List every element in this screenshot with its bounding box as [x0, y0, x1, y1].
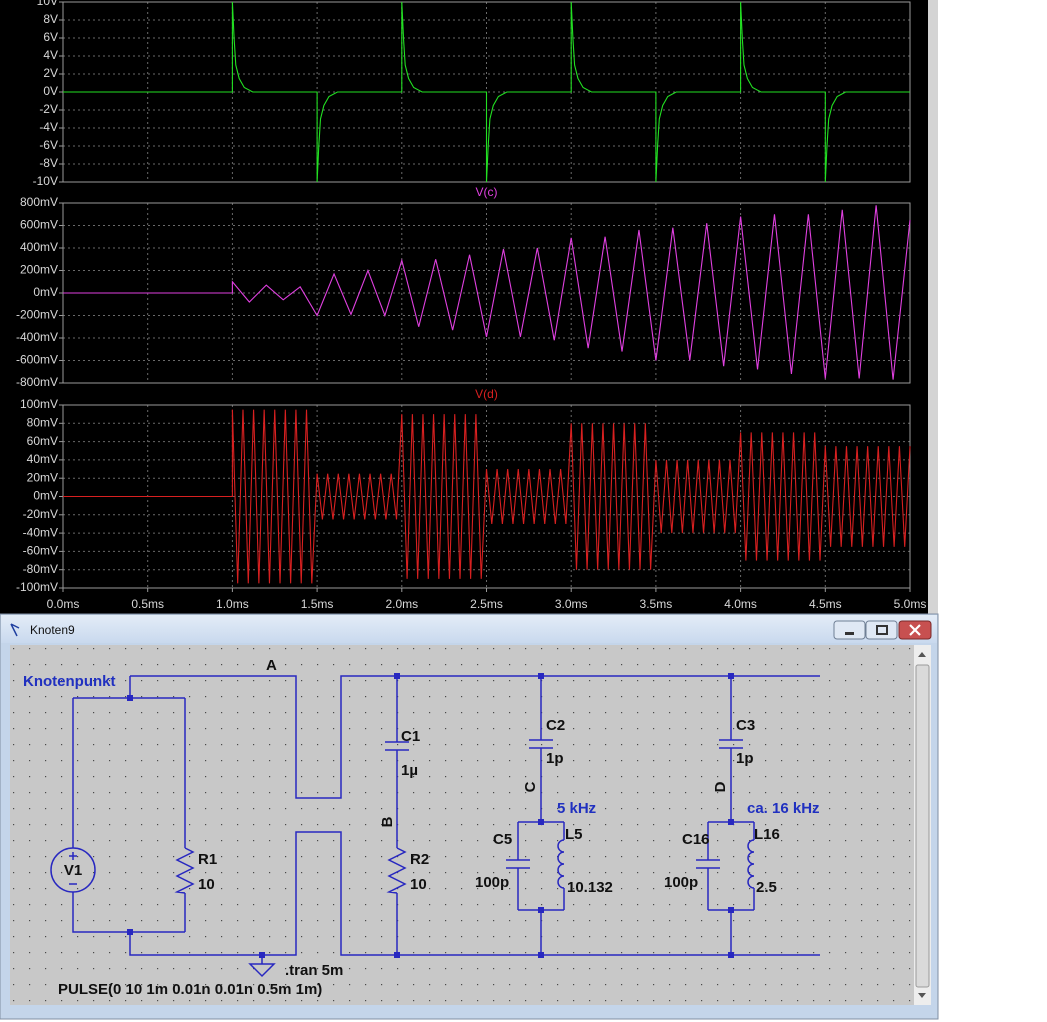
y-tick-label: -10V	[33, 174, 58, 188]
y-tick-label: 400mV	[20, 240, 58, 254]
y-tick-label: 600mV	[20, 218, 58, 232]
x-tick-label: 1.0ms	[216, 597, 249, 611]
viewer-border	[928, 0, 938, 614]
y-tick-label: -40mV	[23, 525, 58, 539]
symbols	[50, 739, 755, 978]
x-tick-label: 3.5ms	[640, 597, 673, 611]
window-icon	[10, 623, 20, 637]
y-tick-label: 4V	[43, 48, 58, 62]
y-tick-label: -60mV	[23, 544, 58, 558]
waveform	[63, 1, 910, 183]
window-title: Knoten9	[30, 623, 75, 637]
component-name: V1	[64, 862, 82, 879]
minimize-button[interactable]	[833, 620, 866, 640]
comment: 5 kHz	[557, 800, 596, 817]
x-tick-label: 1.5ms	[301, 597, 334, 611]
component-value: PULSE(0 10 1m 0.01n 0.01n 0.5m 1m)	[58, 981, 322, 998]
x-tick-label: 5.0ms	[894, 597, 927, 611]
y-tick-label: 40mV	[27, 452, 58, 466]
scrollbar-thumb[interactable]	[915, 664, 930, 988]
component-value: 10.132	[567, 879, 613, 896]
close-icon	[909, 624, 921, 636]
component-name: C2	[546, 717, 565, 734]
y-tick-label: 80mV	[27, 415, 58, 429]
comment: ca. 16 kHz	[747, 800, 820, 817]
title-bar	[1, 615, 937, 643]
y-tick-label: -20mV	[23, 507, 58, 521]
component-name: C3	[736, 717, 755, 734]
component-name: R2	[410, 851, 429, 868]
wires	[72, 675, 820, 964]
maximize-icon	[876, 625, 888, 635]
spice-directive: .tran 5m	[285, 962, 343, 979]
component-name: R1	[198, 851, 217, 868]
component-value: 100p	[475, 874, 509, 891]
x-tick-label: 3.0ms	[555, 597, 588, 611]
y-tick-label: -800mV	[16, 375, 58, 389]
y-tick-label: 60mV	[27, 434, 58, 448]
x-tick-label: 2.0ms	[385, 597, 418, 611]
component-value: 1p	[546, 750, 564, 767]
y-tick-label: 0V	[43, 84, 58, 98]
minimize-icon	[845, 632, 854, 635]
y-tick-label: 20mV	[27, 470, 58, 484]
waveform	[63, 409, 911, 584]
component-value: 1µ	[401, 762, 418, 779]
y-tick-label: 0mV	[33, 285, 58, 299]
component-name: C1	[401, 728, 420, 745]
component-value: 10	[198, 876, 215, 893]
pane-title: V(d)	[475, 387, 498, 401]
net-label: D	[712, 781, 729, 792]
maximize-button[interactable]	[865, 620, 898, 640]
y-tick-label: 10V	[37, 0, 58, 8]
waveform	[63, 205, 911, 380]
y-tick-label: -400mV	[16, 330, 58, 344]
net-label: Knotenpunkt	[23, 673, 115, 690]
y-tick-label: -8V	[39, 156, 58, 170]
y-tick-label: 2V	[43, 66, 58, 80]
component-name: C16	[682, 831, 710, 848]
waveform-viewer: 10V 8V 6V 4V 2V 0V -2V -4V -6V -8V -10V 800mV 600mV 4…	[0, 0, 938, 614]
component-value: 1p	[736, 750, 754, 767]
net-label: C	[522, 781, 539, 792]
component-value: 100p	[664, 874, 698, 891]
y-tick-label: -4V	[39, 120, 58, 134]
component-value: 10	[410, 876, 427, 893]
y-tick-label: -2V	[39, 102, 58, 116]
net-label: A	[266, 657, 277, 674]
y-tick-label: -200mV	[16, 308, 58, 322]
y-tick-label: -100mV	[16, 580, 58, 594]
y-tick-label: 6V	[43, 30, 58, 44]
y-tick-label: -6V	[39, 138, 58, 152]
y-tick-label: -80mV	[23, 562, 58, 576]
y-tick-label: 200mV	[20, 263, 58, 277]
x-tick-label: 4.5ms	[809, 597, 842, 611]
y-tick-label: 100mV	[20, 397, 58, 411]
y-tick-label: 800mV	[20, 195, 58, 209]
x-tick-label: 0.5ms	[131, 597, 164, 611]
y-tick-label: 0mV	[33, 489, 58, 503]
component-name: L16	[754, 826, 780, 843]
component-name: L5	[565, 826, 583, 843]
junctions	[127, 673, 734, 958]
canvas-grid	[10, 645, 914, 1005]
x-tick-label: 2.5ms	[470, 597, 503, 611]
net-label: B	[379, 816, 396, 827]
x-tick-label: 4.0ms	[724, 597, 757, 611]
plot-background	[0, 0, 928, 614]
pane-title: V(c)	[476, 185, 498, 199]
y-tick-label: 8V	[43, 12, 58, 26]
component-value: 2.5	[756, 879, 777, 896]
x-tick-label: 0.0ms	[47, 597, 80, 611]
y-tick-label: -600mV	[16, 353, 58, 367]
component-name: C5	[493, 831, 512, 848]
